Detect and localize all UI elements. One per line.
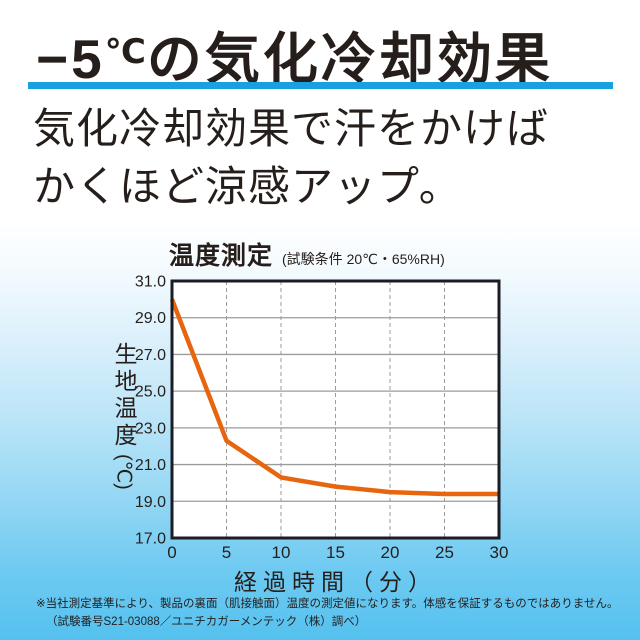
y-tick-label: 21.0 xyxy=(135,457,166,474)
y-axis-label-text: 生地温度 xyxy=(111,342,137,450)
page-title-degree: ℃ xyxy=(104,33,147,71)
title-underline xyxy=(28,82,613,89)
y-tick-label: 17.0 xyxy=(135,531,166,548)
x-tick-label: 10 xyxy=(272,543,291,562)
line-plot: 31.0 29.0 27.0 25.0 23.0 21.0 19.0 17.00 5 10 15 20… xyxy=(135,274,509,563)
footnote-line-1: ※当社測定基準により、製品の裏面（肌接触面）温度の測定値になります。体感を保証す… xyxy=(36,598,619,610)
chart-test-condition: (試験条件 20℃・65%RH) xyxy=(282,251,445,267)
subtitle: 気化冷却効果で汗をかけば かくほど涼感アップ。 xyxy=(33,100,549,215)
x-tick-label: 20 xyxy=(381,543,400,562)
x-axis-label: 経過時間（分） xyxy=(234,569,437,595)
x-tick-label: 30 xyxy=(490,543,509,562)
y-tick-label: 27.0 xyxy=(135,347,166,364)
x-tick-label: 15 xyxy=(326,543,345,562)
y-tick-label: 29.0 xyxy=(135,310,166,327)
y-tick-label: 19.0 xyxy=(135,494,166,511)
page-title: −5℃の気化冷却効果 xyxy=(36,14,553,94)
x-tick-label: 0 xyxy=(167,543,176,562)
y-axis-unit: (℃) xyxy=(112,454,135,490)
temperature-line xyxy=(169,298,499,497)
subtitle-line-1: 気化冷却効果で汗をかけば xyxy=(33,105,550,152)
y-tick-label: 23.0 xyxy=(135,420,166,437)
subtitle-line-2: かくほど涼感アップ。 xyxy=(33,162,462,210)
y-axis-label: 生地温度 (℃) xyxy=(111,342,137,490)
temperature-chart: 温度測定 (試験条件 20℃・65%RH) 生地温度 (℃) 31.0 29.0 2… xyxy=(105,230,540,602)
chart-header: 温度測定 (試験条件 20℃・65%RH) xyxy=(169,236,445,272)
x-tick-label: 5 xyxy=(222,543,231,562)
footnote: ※当社測定基準により、製品の裏面（肌接触面）温度の測定値になります。体感を保証す… xyxy=(36,596,621,632)
plot-border xyxy=(170,279,501,540)
chart-title: 温度測定 xyxy=(169,242,274,270)
x-tick-label: 25 xyxy=(435,543,454,562)
page-title-minus5: −5 xyxy=(36,28,105,90)
footnote-line-2: （試験番号S21-03088／ユニチカガーメンテック（株）調べ） xyxy=(46,615,367,628)
y-tick-label: 31.0 xyxy=(135,274,166,291)
y-tick-label: 25.0 xyxy=(135,384,166,401)
page-title-rest: の気化冷却効果 xyxy=(146,28,553,90)
